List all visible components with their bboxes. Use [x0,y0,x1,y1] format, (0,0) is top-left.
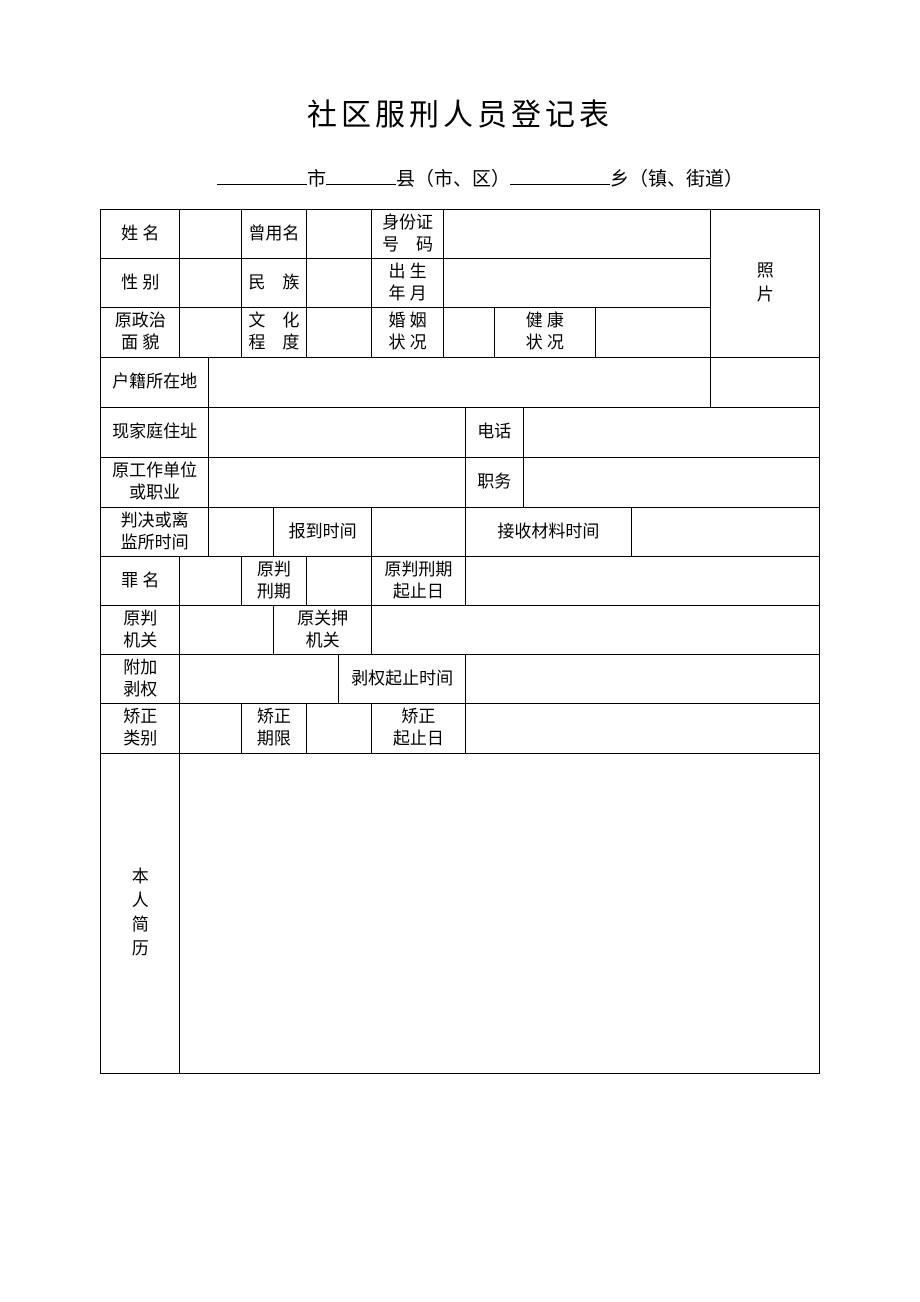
name-value[interactable] [180,210,241,259]
form-title: 社区服刑人员登记表 [100,90,820,134]
county-label: 县（市、区） [396,169,510,190]
orig-court-value[interactable] [180,605,274,654]
verdict-time-label: 判决或离 监所时间 [101,507,209,556]
sentence-period-value[interactable] [465,556,819,605]
additional-label: 附加 剥权 [101,655,180,704]
correction-type-label: 矫正 类别 [101,704,180,753]
orig-sentence-label: 原判 刑期 [241,556,306,605]
city-blank[interactable] [217,164,307,185]
gender-value[interactable] [180,259,241,308]
education-label: 文 化 程 度 [241,308,306,357]
correction-term-value[interactable] [306,704,371,753]
orig-detention-value[interactable] [371,605,819,654]
city-label: 市 [307,169,326,190]
former-name-label: 曾用名 [241,210,306,259]
orig-detention-label: 原关押 机关 [274,605,372,654]
correction-term-label: 矫正 期限 [241,704,306,753]
political-label: 原政治 面 貌 [101,308,180,357]
correction-period-value[interactable] [465,704,819,753]
gender-label: 性 别 [101,259,180,308]
hukou-label: 户籍所在地 [101,357,209,407]
birth-value[interactable] [444,259,711,308]
employer-label: 原工作单位 或职业 [101,457,209,507]
resume-label: 本 人 简 历 [101,753,180,1073]
address-value[interactable] [209,407,466,457]
orig-sentence-value[interactable] [306,556,371,605]
town-label: 乡（镇、街道） [610,169,743,190]
receive-time-value[interactable] [632,507,820,556]
additional-value[interactable] [180,655,339,704]
orig-court-label: 原判 机关 [101,605,180,654]
ethnicity-value[interactable] [306,259,371,308]
political-value[interactable] [180,308,241,357]
crime-label: 罪 名 [101,556,180,605]
photo-cell[interactable]: 照 片 [711,210,820,358]
phone-value[interactable] [523,407,819,457]
verdict-time-value[interactable] [209,507,274,556]
correction-period-label: 矫正 起止日 [371,704,465,753]
county-blank[interactable] [326,164,396,185]
hukou-blank[interactable] [711,357,820,407]
id-label: 身份证 号 码 [371,210,443,259]
marital-label: 婚 姻 状 况 [371,308,443,357]
marital-value[interactable] [444,308,495,357]
employer-value[interactable] [209,457,466,507]
sentence-period-label: 原判刑期 起止日 [371,556,465,605]
former-name-value[interactable] [306,210,371,259]
deprive-period-label: 剥权起止时间 [339,655,465,704]
education-value[interactable] [306,308,371,357]
resume-value[interactable] [180,753,820,1073]
phone-label: 电话 [465,407,523,457]
correction-type-value[interactable] [180,704,241,753]
health-label: 健 康 状 况 [494,308,595,357]
ethnicity-label: 民 族 [241,259,306,308]
health-value[interactable] [595,308,711,357]
address-label: 现家庭住址 [101,407,209,457]
receive-time-label: 接收材料时间 [465,507,631,556]
position-label: 职务 [465,457,523,507]
name-label: 姓 名 [101,210,180,259]
town-blank[interactable] [510,164,610,185]
report-time-value[interactable] [371,507,465,556]
birth-label: 出 生 年 月 [371,259,443,308]
form-subtitle: 市 县（市、区） 乡（镇、街道） [100,164,820,191]
position-value[interactable] [523,457,819,507]
crime-value[interactable] [180,556,241,605]
registration-table: 姓 名 曾用名 身份证 号 码 照 片 性 别 民 族 出 生 年 月 原政治 … [100,209,820,1074]
hukou-value[interactable] [209,357,711,407]
id-value[interactable] [444,210,711,259]
deprive-period-value[interactable] [465,655,819,704]
report-time-label: 报到时间 [274,507,372,556]
